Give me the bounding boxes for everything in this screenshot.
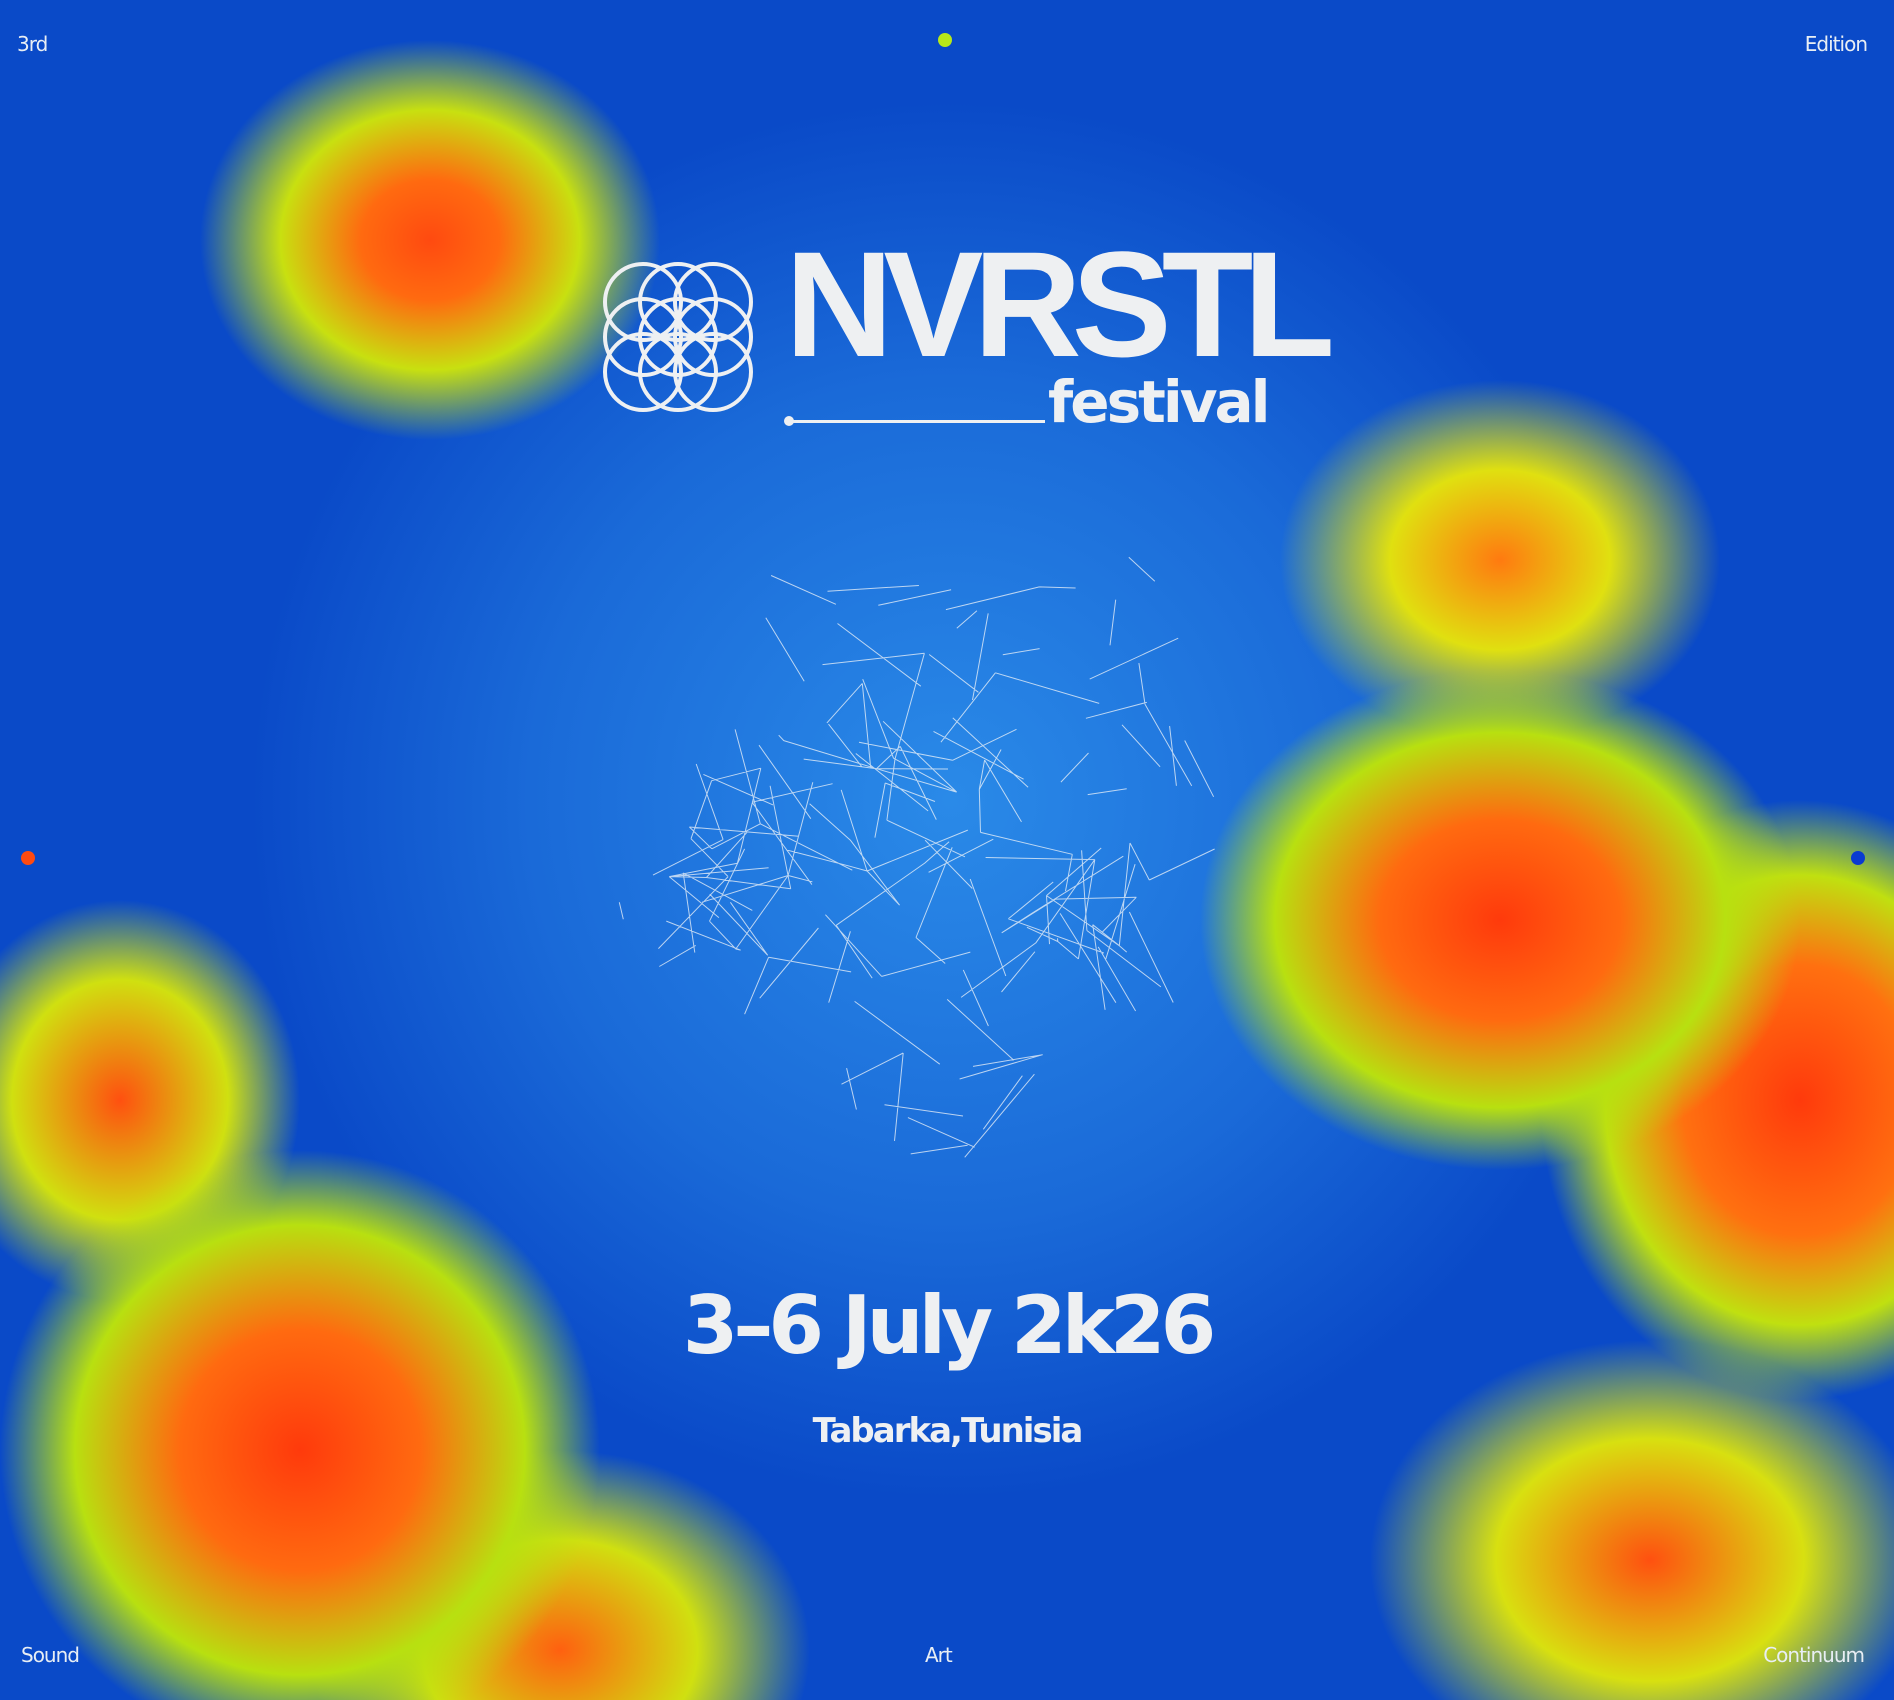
label-bottom-center: Art (925, 1643, 953, 1667)
corner-label-bottom-left: Sound (21, 1643, 80, 1667)
corner-label-bottom-right: Continuum (1763, 1643, 1865, 1667)
corner-label-top-right: Edition (1804, 32, 1868, 56)
flower-of-life-logo-icon (603, 262, 753, 412)
festival-wordmark: NVRSTL (785, 220, 1335, 388)
event-dates: 3–6 July 2k26 (682, 1279, 1217, 1372)
festival-subtitle: festival (1048, 368, 1271, 436)
blue-dot (1851, 851, 1865, 865)
wireframe-sphere (618, 556, 1215, 1158)
red-dot (21, 851, 35, 865)
corner-label-top-left: 3rd (17, 32, 48, 56)
wireframe-mesh (618, 556, 1215, 1158)
green-dot (938, 33, 952, 47)
logo-underline (784, 416, 1045, 426)
event-location: Tabarka,Tunisia (812, 1411, 1084, 1451)
